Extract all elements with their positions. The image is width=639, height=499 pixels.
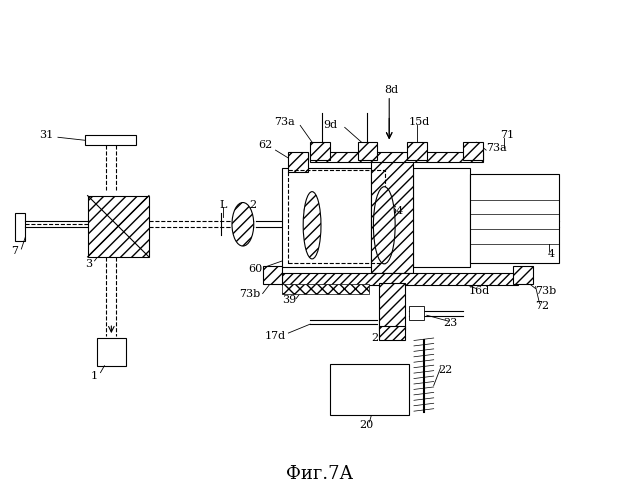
- Ellipse shape: [373, 187, 395, 264]
- Ellipse shape: [232, 203, 254, 246]
- Text: 73b: 73b: [240, 288, 261, 298]
- Bar: [330, 364, 409, 415]
- Text: 1: 1: [91, 371, 98, 381]
- Text: 39: 39: [282, 295, 296, 305]
- Bar: [470, 174, 559, 263]
- Text: 60: 60: [249, 264, 263, 274]
- Bar: [513, 266, 532, 283]
- Text: 4: 4: [548, 249, 555, 259]
- Bar: [463, 142, 483, 160]
- Bar: [371, 154, 413, 273]
- Bar: [407, 142, 427, 160]
- Bar: [282, 273, 518, 284]
- Text: 73a: 73a: [486, 143, 507, 153]
- Text: 2: 2: [249, 200, 256, 210]
- Text: 23: 23: [443, 318, 458, 328]
- Ellipse shape: [303, 192, 321, 259]
- Bar: [96, 338, 126, 366]
- Bar: [288, 152, 308, 172]
- Bar: [84, 135, 136, 145]
- Bar: [282, 168, 371, 267]
- Text: 73a: 73a: [275, 117, 295, 127]
- Text: 15d: 15d: [409, 117, 430, 127]
- Text: 17d: 17d: [265, 331, 286, 341]
- Bar: [358, 142, 378, 160]
- Bar: [15, 214, 26, 241]
- Text: 7: 7: [12, 246, 19, 256]
- Bar: [380, 326, 405, 340]
- Text: 71: 71: [500, 130, 514, 140]
- Text: 62: 62: [258, 140, 272, 150]
- Text: 8d: 8d: [384, 85, 398, 95]
- Bar: [310, 152, 483, 162]
- Bar: [263, 266, 282, 283]
- Text: 31: 31: [39, 130, 53, 140]
- Bar: [282, 283, 369, 293]
- Bar: [88, 196, 149, 257]
- Text: Фиг.7А: Фиг.7А: [286, 466, 353, 484]
- Text: 63: 63: [302, 207, 316, 217]
- Bar: [380, 282, 405, 330]
- Text: 64: 64: [389, 207, 403, 217]
- Text: 16d: 16d: [468, 285, 489, 295]
- Bar: [288, 170, 385, 263]
- Text: L: L: [219, 200, 226, 210]
- Bar: [413, 168, 470, 267]
- Text: 3: 3: [84, 259, 92, 269]
- Bar: [409, 306, 424, 320]
- Bar: [310, 142, 330, 160]
- Text: 20: 20: [360, 420, 374, 430]
- Text: 73b: 73b: [535, 285, 557, 295]
- Text: 9d: 9d: [324, 120, 338, 130]
- Text: 72: 72: [535, 301, 550, 311]
- Text: 21: 21: [371, 333, 386, 343]
- Text: 22: 22: [438, 365, 453, 375]
